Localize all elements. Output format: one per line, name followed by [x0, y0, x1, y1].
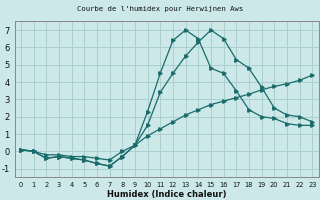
Text: Courbe de l'humidex pour Herwijnen Aws: Courbe de l'humidex pour Herwijnen Aws: [77, 6, 243, 12]
X-axis label: Humidex (Indice chaleur): Humidex (Indice chaleur): [107, 190, 226, 199]
